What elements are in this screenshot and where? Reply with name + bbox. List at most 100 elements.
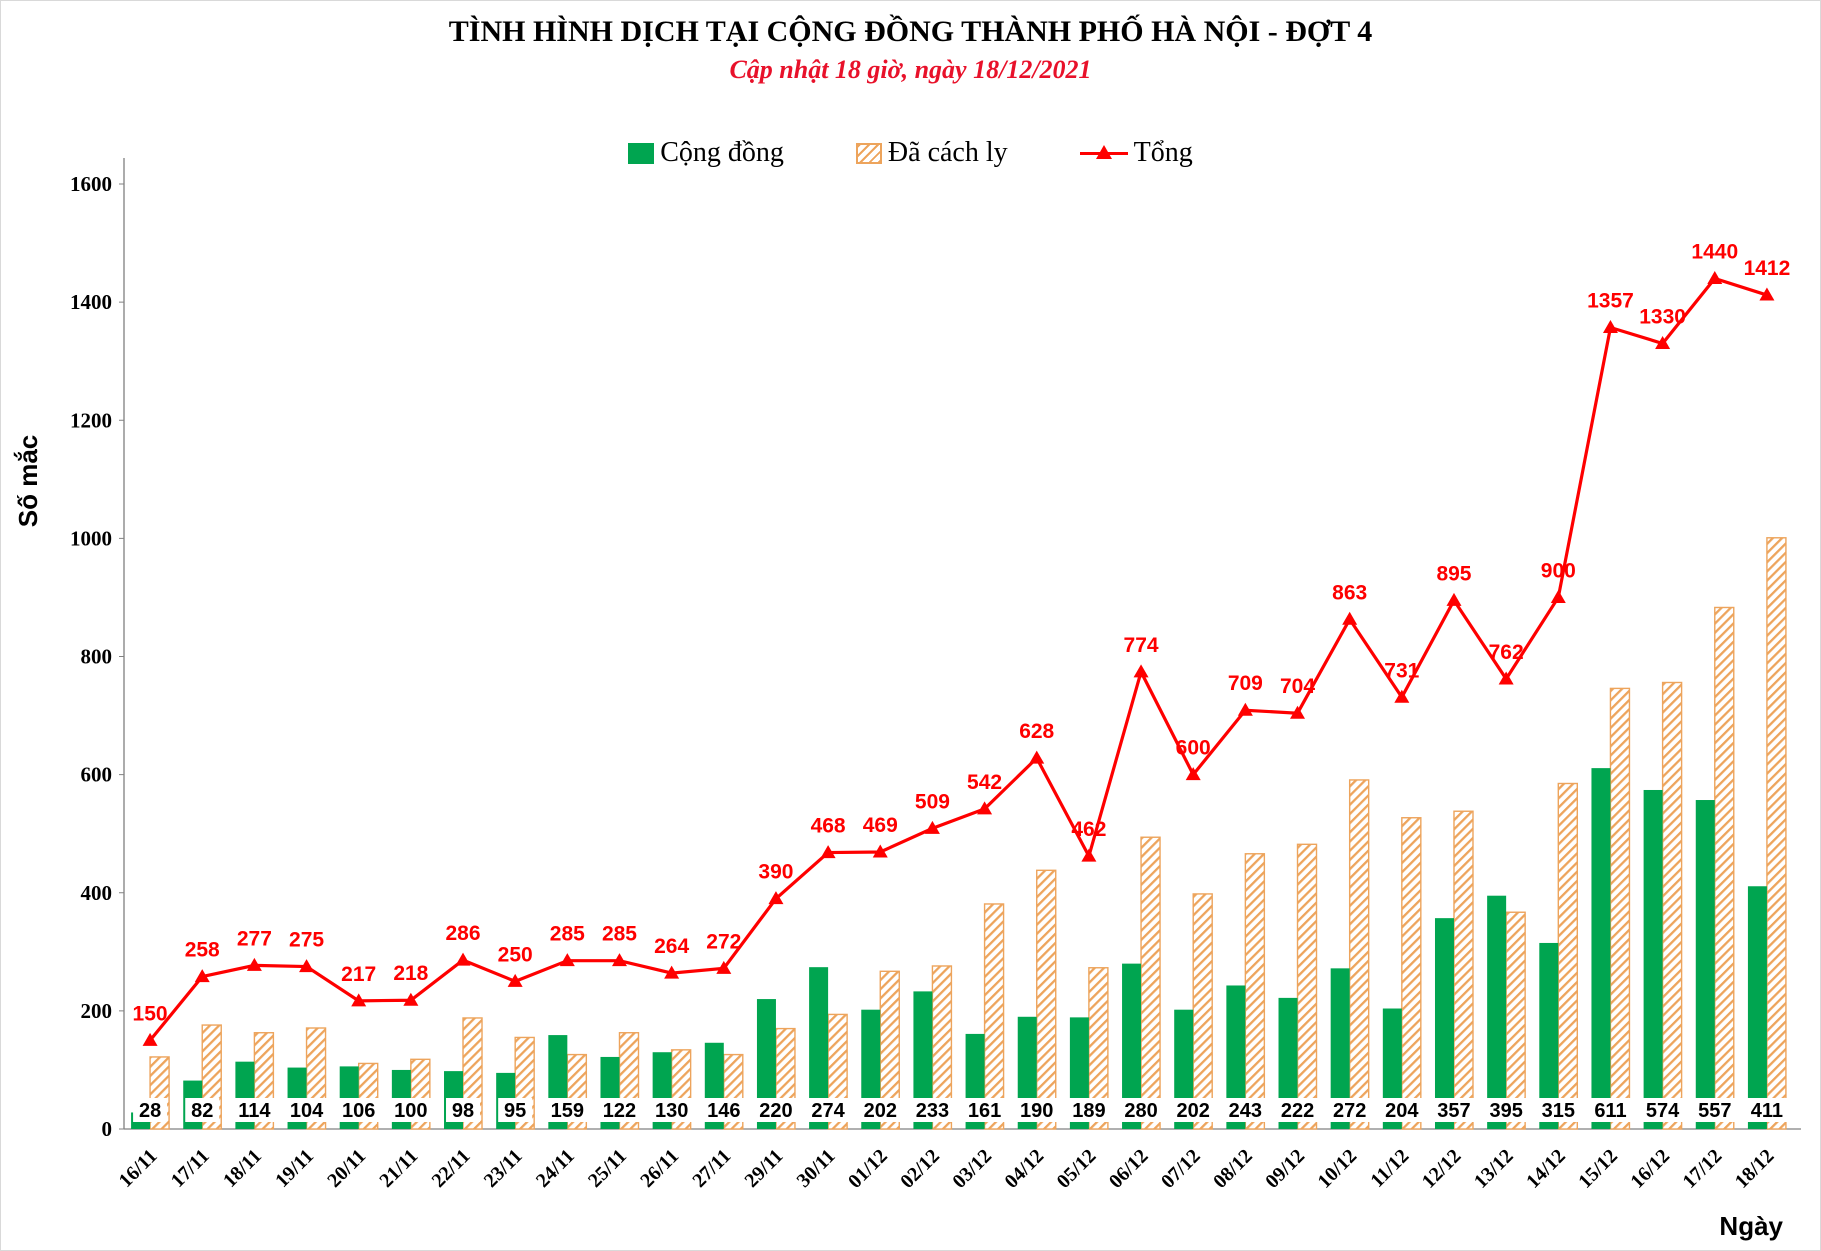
community-value-box: [752, 1098, 799, 1122]
x-tick-label: 02/12: [896, 1145, 944, 1193]
community-value-label: 233: [916, 1100, 949, 1122]
bar-quarantined: [1401, 817, 1422, 1130]
total-value-label: 264: [654, 935, 689, 958]
legend-swatch-quarantined-icon: [855, 142, 882, 164]
bar-community: [1278, 997, 1298, 1129]
community-value-box: [133, 1098, 168, 1122]
community-value-label: 220: [759, 1100, 792, 1122]
community-value-label: 146: [707, 1100, 740, 1122]
community-value-labels: 28 82 114 104 106 100 98 95 159 122 130 146 220 274 20…: [133, 1098, 1790, 1122]
total-value-label: 277: [237, 927, 272, 950]
community-value-label: 122: [603, 1100, 636, 1122]
x-axis-ticks: 16/11 17/11 18/11 19/11 20/11 21/11 22/11 23/11…: [115, 1145, 1779, 1193]
community-value-label: 159: [551, 1100, 584, 1122]
y-tick-label: 400: [81, 881, 113, 905]
community-value-label: 28: [139, 1100, 161, 1122]
y-tick-label: 1000: [70, 526, 112, 550]
total-value-label: 285: [602, 923, 637, 946]
bar-series: [131, 537, 1787, 1130]
total-marker: [977, 801, 993, 815]
x-tick-label: 26/11: [636, 1145, 683, 1192]
bar-community: [913, 991, 933, 1129]
legend-swatch-total-icon: [1079, 142, 1128, 164]
total-value-label: 600: [1176, 737, 1211, 760]
total-marker: [1081, 848, 1097, 862]
total-value-label: 762: [1489, 641, 1524, 664]
community-value-box: [648, 1098, 695, 1122]
total-marker: [820, 845, 836, 859]
community-value-label: 98: [452, 1100, 474, 1122]
legend-label-quarantined: Đã cách ly: [887, 137, 1008, 168]
y-tick-label: 200: [81, 999, 113, 1023]
total-value-label: 628: [1019, 720, 1054, 743]
total-value-label: 250: [498, 943, 533, 966]
total-marker: [611, 953, 627, 967]
y-axis-ticks: 0 200 400 600 800 1000 1200 1400 1600: [70, 172, 124, 1141]
total-marker: [403, 992, 419, 1006]
x-tick-label: 16/11: [115, 1145, 162, 1192]
total-value-label: 1330: [1639, 305, 1686, 328]
x-tick-label: 14/12: [1522, 1145, 1570, 1193]
bar-community: [1539, 942, 1559, 1129]
total-marker: [1185, 767, 1201, 781]
total-marker: [1759, 287, 1775, 301]
x-tick-label: 16/12: [1626, 1145, 1674, 1193]
total-value-label: 218: [393, 962, 428, 985]
bar-quarantined: [1453, 810, 1474, 1130]
chart-subtitle: Cập nhật 18 giờ, ngày 18/12/2021: [729, 55, 1092, 84]
bar-quarantined: [1036, 869, 1057, 1130]
community-value-label: 411: [1751, 1100, 1783, 1122]
community-value-box: [1013, 1098, 1060, 1122]
x-tick-label: 13/12: [1470, 1145, 1518, 1193]
community-value-label: 106: [342, 1100, 375, 1122]
legend-item-total: Tổng: [1079, 137, 1193, 169]
chart-legend: Cộng đồng Đã cách ly Tổng: [1, 137, 1820, 169]
total-marker: [1446, 592, 1462, 606]
total-value-label: 469: [863, 814, 898, 837]
x-tick-label: 27/11: [688, 1145, 735, 1192]
total-marker: [1237, 702, 1253, 716]
community-value-label: 95: [504, 1100, 526, 1122]
total-line-series: [142, 271, 1775, 1046]
community-value-box: [596, 1098, 643, 1122]
total-marker: [142, 1032, 158, 1046]
total-line: [148, 276, 1768, 1042]
bar-community: [1226, 985, 1246, 1129]
bar-community: [1695, 800, 1715, 1129]
x-tick-label: 11/12: [1366, 1145, 1413, 1192]
bar-community: [1747, 886, 1767, 1129]
y-tick-label: 1200: [70, 408, 112, 432]
legend-item-community: Cộng đồng: [628, 137, 784, 169]
y-tick-label: 1600: [70, 172, 112, 196]
x-tick-label: 08/12: [1209, 1145, 1257, 1193]
community-value-box: [805, 1098, 852, 1122]
community-value-box: [498, 1098, 533, 1122]
community-value-label: 104: [290, 1100, 324, 1122]
bar-quarantined: [1244, 853, 1266, 1130]
community-value-label: 557: [1698, 1100, 1731, 1122]
total-marker: [194, 969, 210, 983]
x-tick-label: 06/12: [1105, 1145, 1153, 1193]
community-value-label: 395: [1489, 1100, 1522, 1122]
community-value-box: [1118, 1098, 1165, 1122]
x-tick-label: 05/12: [1053, 1145, 1101, 1193]
community-value-label: 202: [1177, 1100, 1210, 1122]
bar-community: [1591, 768, 1611, 1129]
bar-quarantined: [1714, 606, 1735, 1130]
community-value-box: [1326, 1098, 1373, 1122]
bar-quarantined: [1505, 911, 1526, 1130]
community-value-box: [1691, 1098, 1738, 1122]
bar-quarantined: [1661, 681, 1683, 1130]
total-value-labels: 150 258 277 275 217 218 286 250 285 285 264 272 390 4…: [133, 241, 1791, 1026]
community-value-label: 611: [1594, 1100, 1626, 1122]
x-tick-label: 03/12: [948, 1145, 996, 1193]
total-value-label: 863: [1332, 581, 1367, 604]
bar-quarantined: [1557, 782, 1578, 1130]
bar-community: [1330, 968, 1350, 1129]
x-tick-label: 30/11: [793, 1145, 840, 1192]
x-tick-label: 20/11: [323, 1145, 370, 1192]
community-value-box: [335, 1098, 382, 1122]
total-value-label: 731: [1384, 659, 1419, 682]
community-value-box: [1587, 1098, 1634, 1122]
x-tick-label: 18/11: [219, 1145, 266, 1192]
